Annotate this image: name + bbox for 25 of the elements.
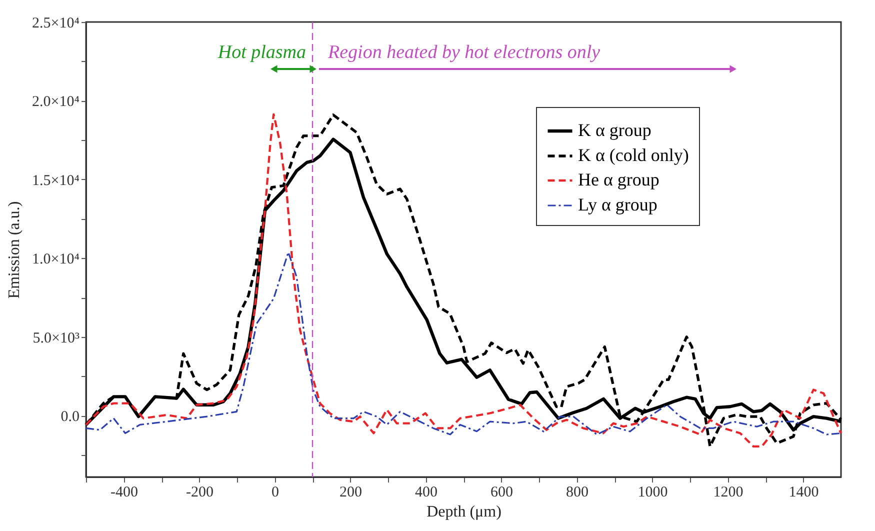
y-tick-label: 1.0×10⁴ [32,252,80,268]
annotation: Region heated by hot electrons only [327,42,601,63]
legend-label: He α group [578,170,660,190]
legend-label: Ly α group [578,194,658,214]
x-tick-label: 400 [415,484,438,500]
line-series [85,251,842,436]
y-axis-title: Emission (a.u.) [6,201,24,299]
y-tick-label: 2.0×10⁴ [32,94,80,110]
legend-label: K α (cold only) [578,145,689,165]
annotation: Hot plasma [216,42,306,63]
x-tick-label: 1000 [638,484,668,500]
x-tick-label: -400 [110,484,138,500]
y-tick-label: 0.0 [60,409,80,426]
x-tick-label: 1200 [713,484,744,500]
x-tick-label: 200 [340,484,362,500]
x-tick-label: 0 [272,484,279,500]
x-axis-title: Depth (μm) [426,504,502,520]
y-tick-label: 1.5×10⁴ [32,172,80,189]
x-tick-label: 800 [566,484,588,500]
x-tick-label: 600 [490,484,513,500]
x-tick-label: -200 [186,484,214,500]
legend-label: K α group [578,120,652,140]
y-tick-label: 2.5×10⁴ [32,16,80,32]
x-tick-label: 1400 [788,484,819,500]
y-tick-label: 5.0×10³ [32,330,80,346]
